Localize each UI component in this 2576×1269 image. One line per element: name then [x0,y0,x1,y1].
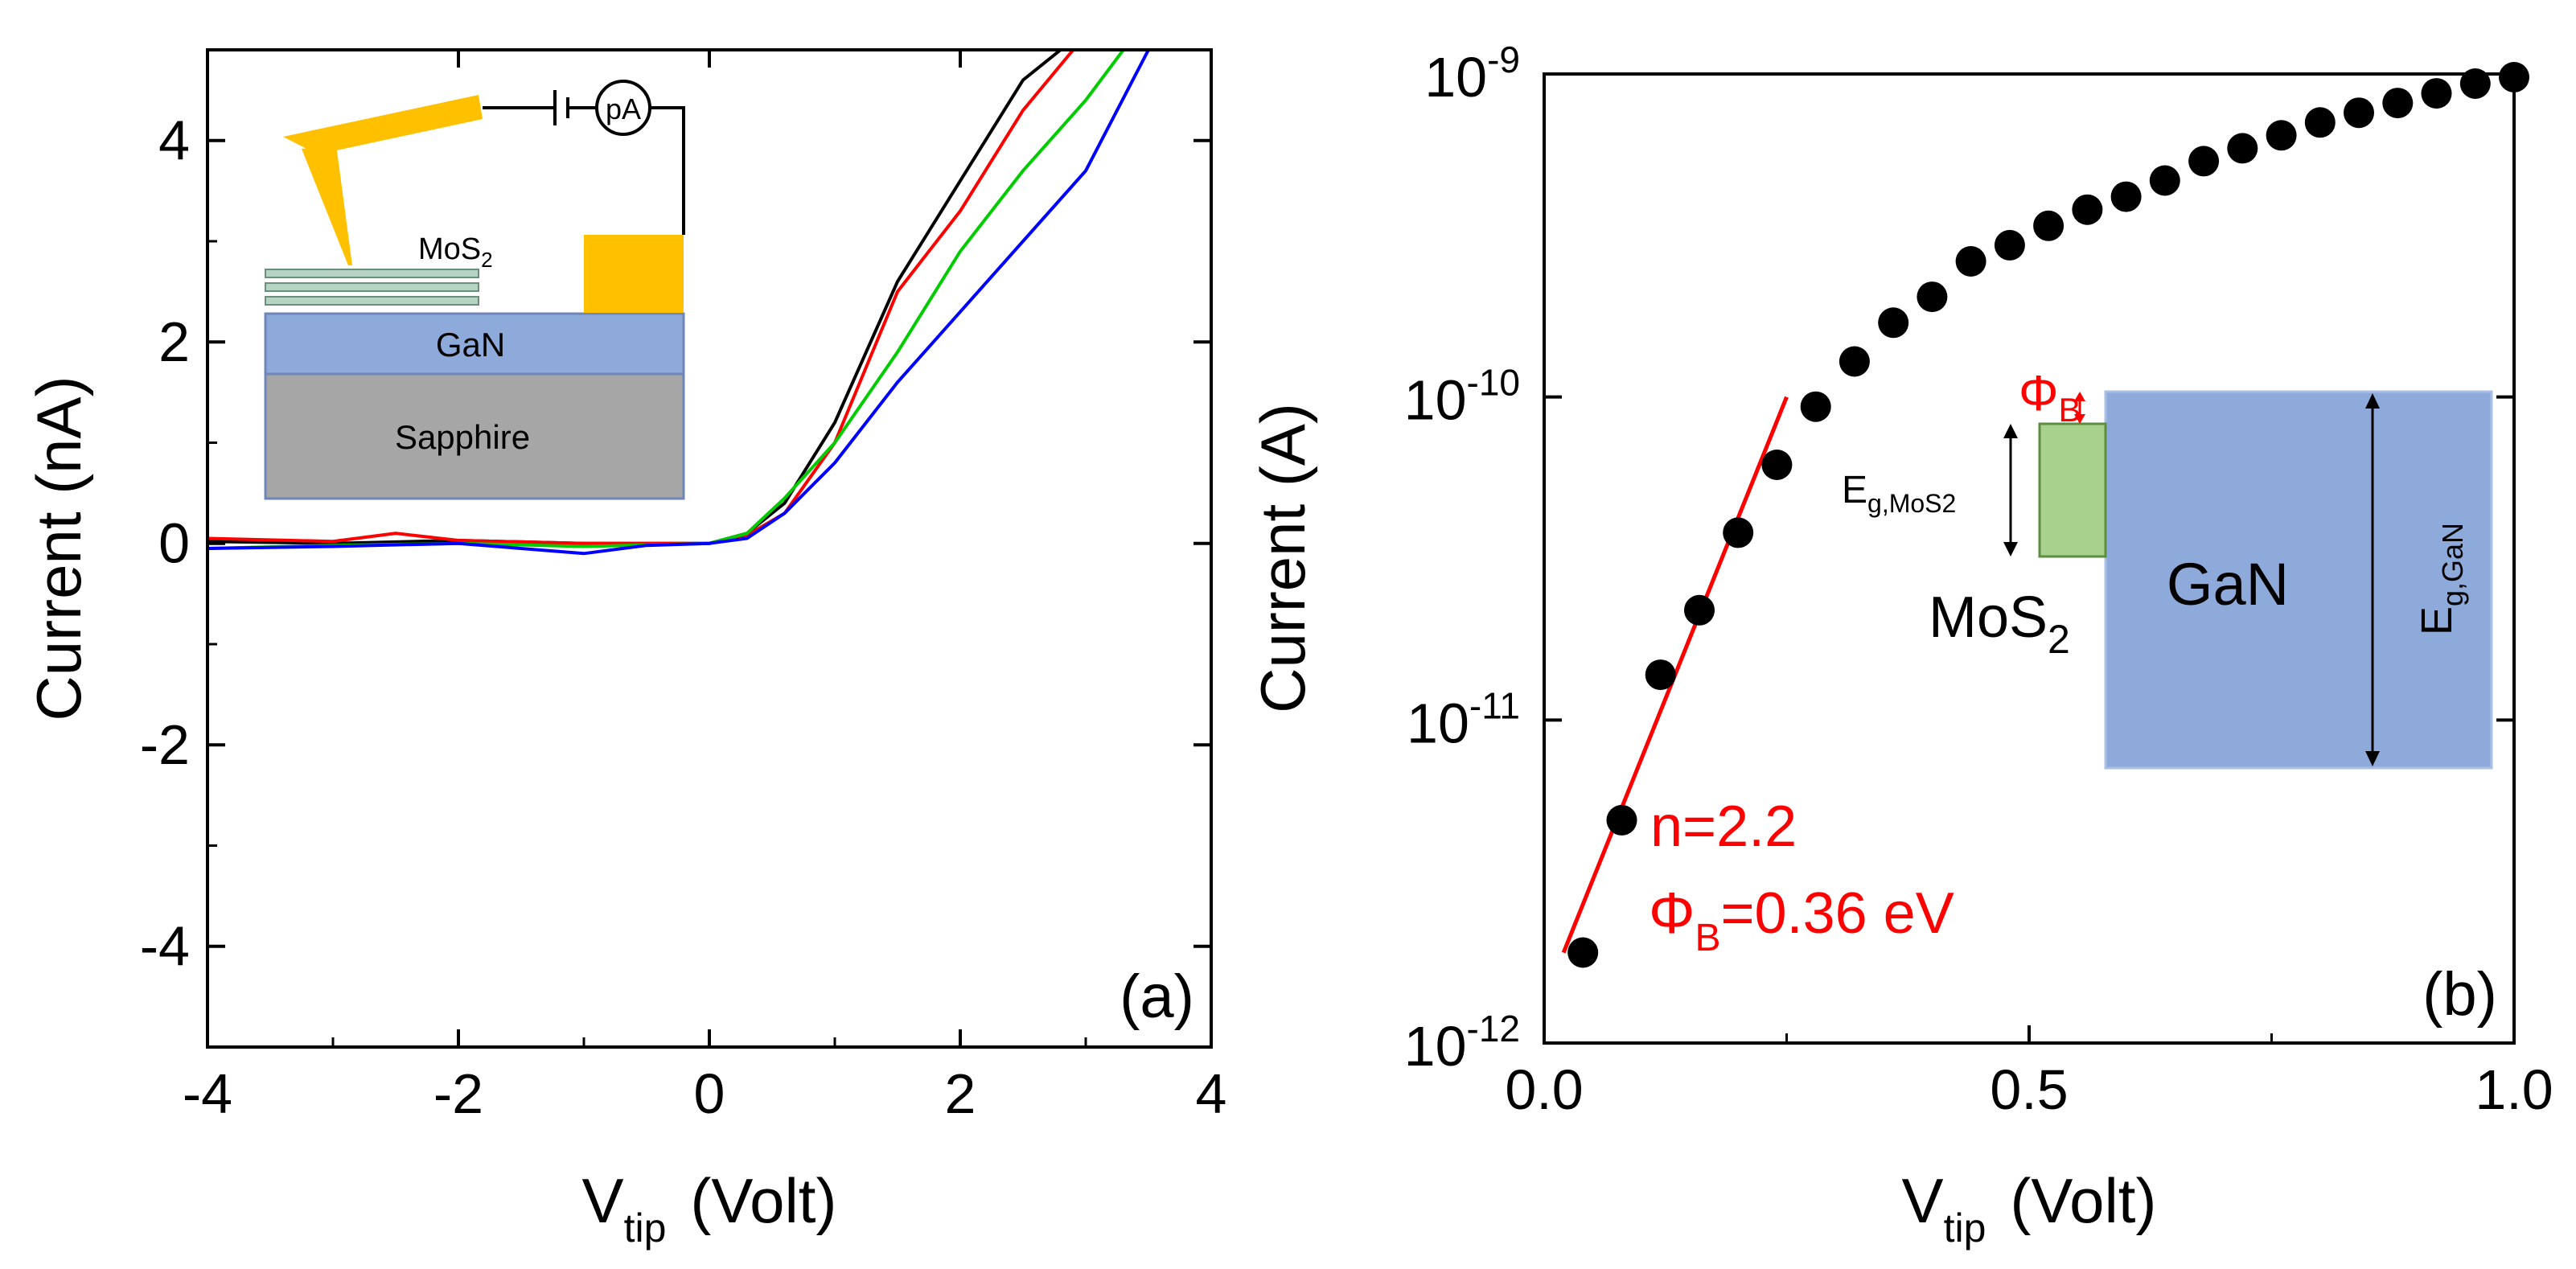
y-tick-label: -4 [140,915,190,978]
afm-cantilever [283,95,483,154]
b-y-tick-label: 10-11 [1407,684,1520,754]
data-point [2149,165,2180,196]
inset-sapphire-label: Sapphire [395,418,530,456]
b-x-tick-label: 1.0 [2475,1058,2553,1121]
y-tick-label: 2 [158,310,190,373]
phi-b-arrow-bottom [2074,414,2085,424]
panel-a-axes: -4 -2 0 2 4 -4 -2 0 2 4 [140,50,1227,1125]
phi-b-arrow-top [2074,392,2085,401]
b-y-tick-label: 10-9 [1424,39,1520,109]
band-phi-b-label: ΦB [2019,366,2081,429]
data-point [1645,659,1676,691]
x-tick-label: 2 [945,1062,976,1125]
y-tick-label: 0 [158,512,190,575]
panel-b-xlabel: Vtip (Volt) [1902,1165,2157,1251]
band-eg-mos2-label: Eg,MoS2 [1842,469,1956,518]
data-point [2266,120,2297,151]
band-gan-label: GaN [2167,551,2289,618]
b-x-tick-label: 0.0 [1505,1058,1583,1121]
panel-a-series [207,48,1211,556]
b-y-tick-label: 10-10 [1404,362,1520,432]
panel-b-band-diagram: ΦB Eg,MoS2 MoS2 GaN Eg,GaN [1842,366,2493,770]
data-point [2304,107,2336,138]
eg-gan-arrow-bottom [2365,751,2380,766]
x-tick-label: 0 [694,1062,725,1125]
data-point [2382,88,2414,119]
contact-pad [584,235,684,313]
panel-a-inset-schematic: pA MoS2 GaN Sapphire [264,80,685,500]
data-point [1839,346,1870,377]
x-tick-label: 4 [1196,1062,1227,1125]
eg-mos2-arrow-top [2003,424,2018,438]
data-point [1606,804,1637,836]
panel-b-ylabel: Current (A) [1247,403,1318,713]
circuit-wire [483,106,685,235]
fit-n-annotation: n=2.2 [1650,795,1797,859]
mos2-layer-2 [265,282,479,292]
ammeter-label: pA [606,92,641,125]
panel-b-points [1567,62,2529,968]
data-point [2072,194,2103,225]
data-point [1567,937,1599,968]
inset-mos2-label: MoS2 [418,232,493,272]
gan-band [2104,390,2493,770]
data-point [1955,246,1986,277]
data-point [2033,210,2064,241]
data-point [1800,391,1831,422]
band-mos2-label: MoS2 [1929,585,2070,662]
x-tick-label: -4 [183,1062,232,1125]
y-tick-label: 4 [158,109,190,172]
data-point [2344,97,2374,129]
inset-gan-label: GaN [436,326,505,363]
band-eg-gan-label: Eg,GaN [2413,523,2469,635]
data-point [2188,146,2220,177]
data-point [2110,181,2142,212]
y-tick-label: -2 [140,713,190,776]
data-point [2227,133,2258,164]
panel-a-label: (a) [1120,963,1194,1031]
mos2-layer-1 [265,269,479,278]
ammeter-icon [595,80,651,136]
gan-layer [264,312,685,376]
data-point [1684,594,1715,626]
data-point [2421,78,2452,109]
mos2-band [2038,422,2107,558]
data-point [1917,281,1948,313]
data-point [1878,307,1909,339]
panel-a-ylabel: Current (nA) [23,376,94,721]
eg-gan-arrow-top [2365,393,2380,409]
panel-a-xlabel: Vtip (Volt) [582,1165,837,1251]
data-point [1761,450,1793,480]
sapphire-layer [264,372,685,500]
data-point [2459,68,2491,99]
x-tick-label: -2 [433,1062,483,1125]
panel-b-label: (b) [2422,960,2497,1029]
afm-tip [302,145,352,265]
panel-b: 0.0 0.5 1.0 10-12 10-11 10-10 10-9 ΦB Eg,MoS2 … [1247,39,2553,1251]
b-y-tick-label: 10-12 [1404,1008,1520,1078]
data-point [1994,229,2025,261]
series-line-blue [207,48,1211,556]
data-point [2499,62,2529,92]
fit-phi-annotation: ΦB=0.36 eV [1649,881,1954,959]
panel-b-axes: 0.0 0.5 1.0 10-12 10-11 10-10 10-9 [1404,39,2553,1121]
mos2-layer-3 [265,296,479,306]
eg-mos2-arrow-bottom [2003,542,2018,556]
b-x-tick-label: 0.5 [1990,1058,2068,1121]
data-point [1723,517,1754,548]
